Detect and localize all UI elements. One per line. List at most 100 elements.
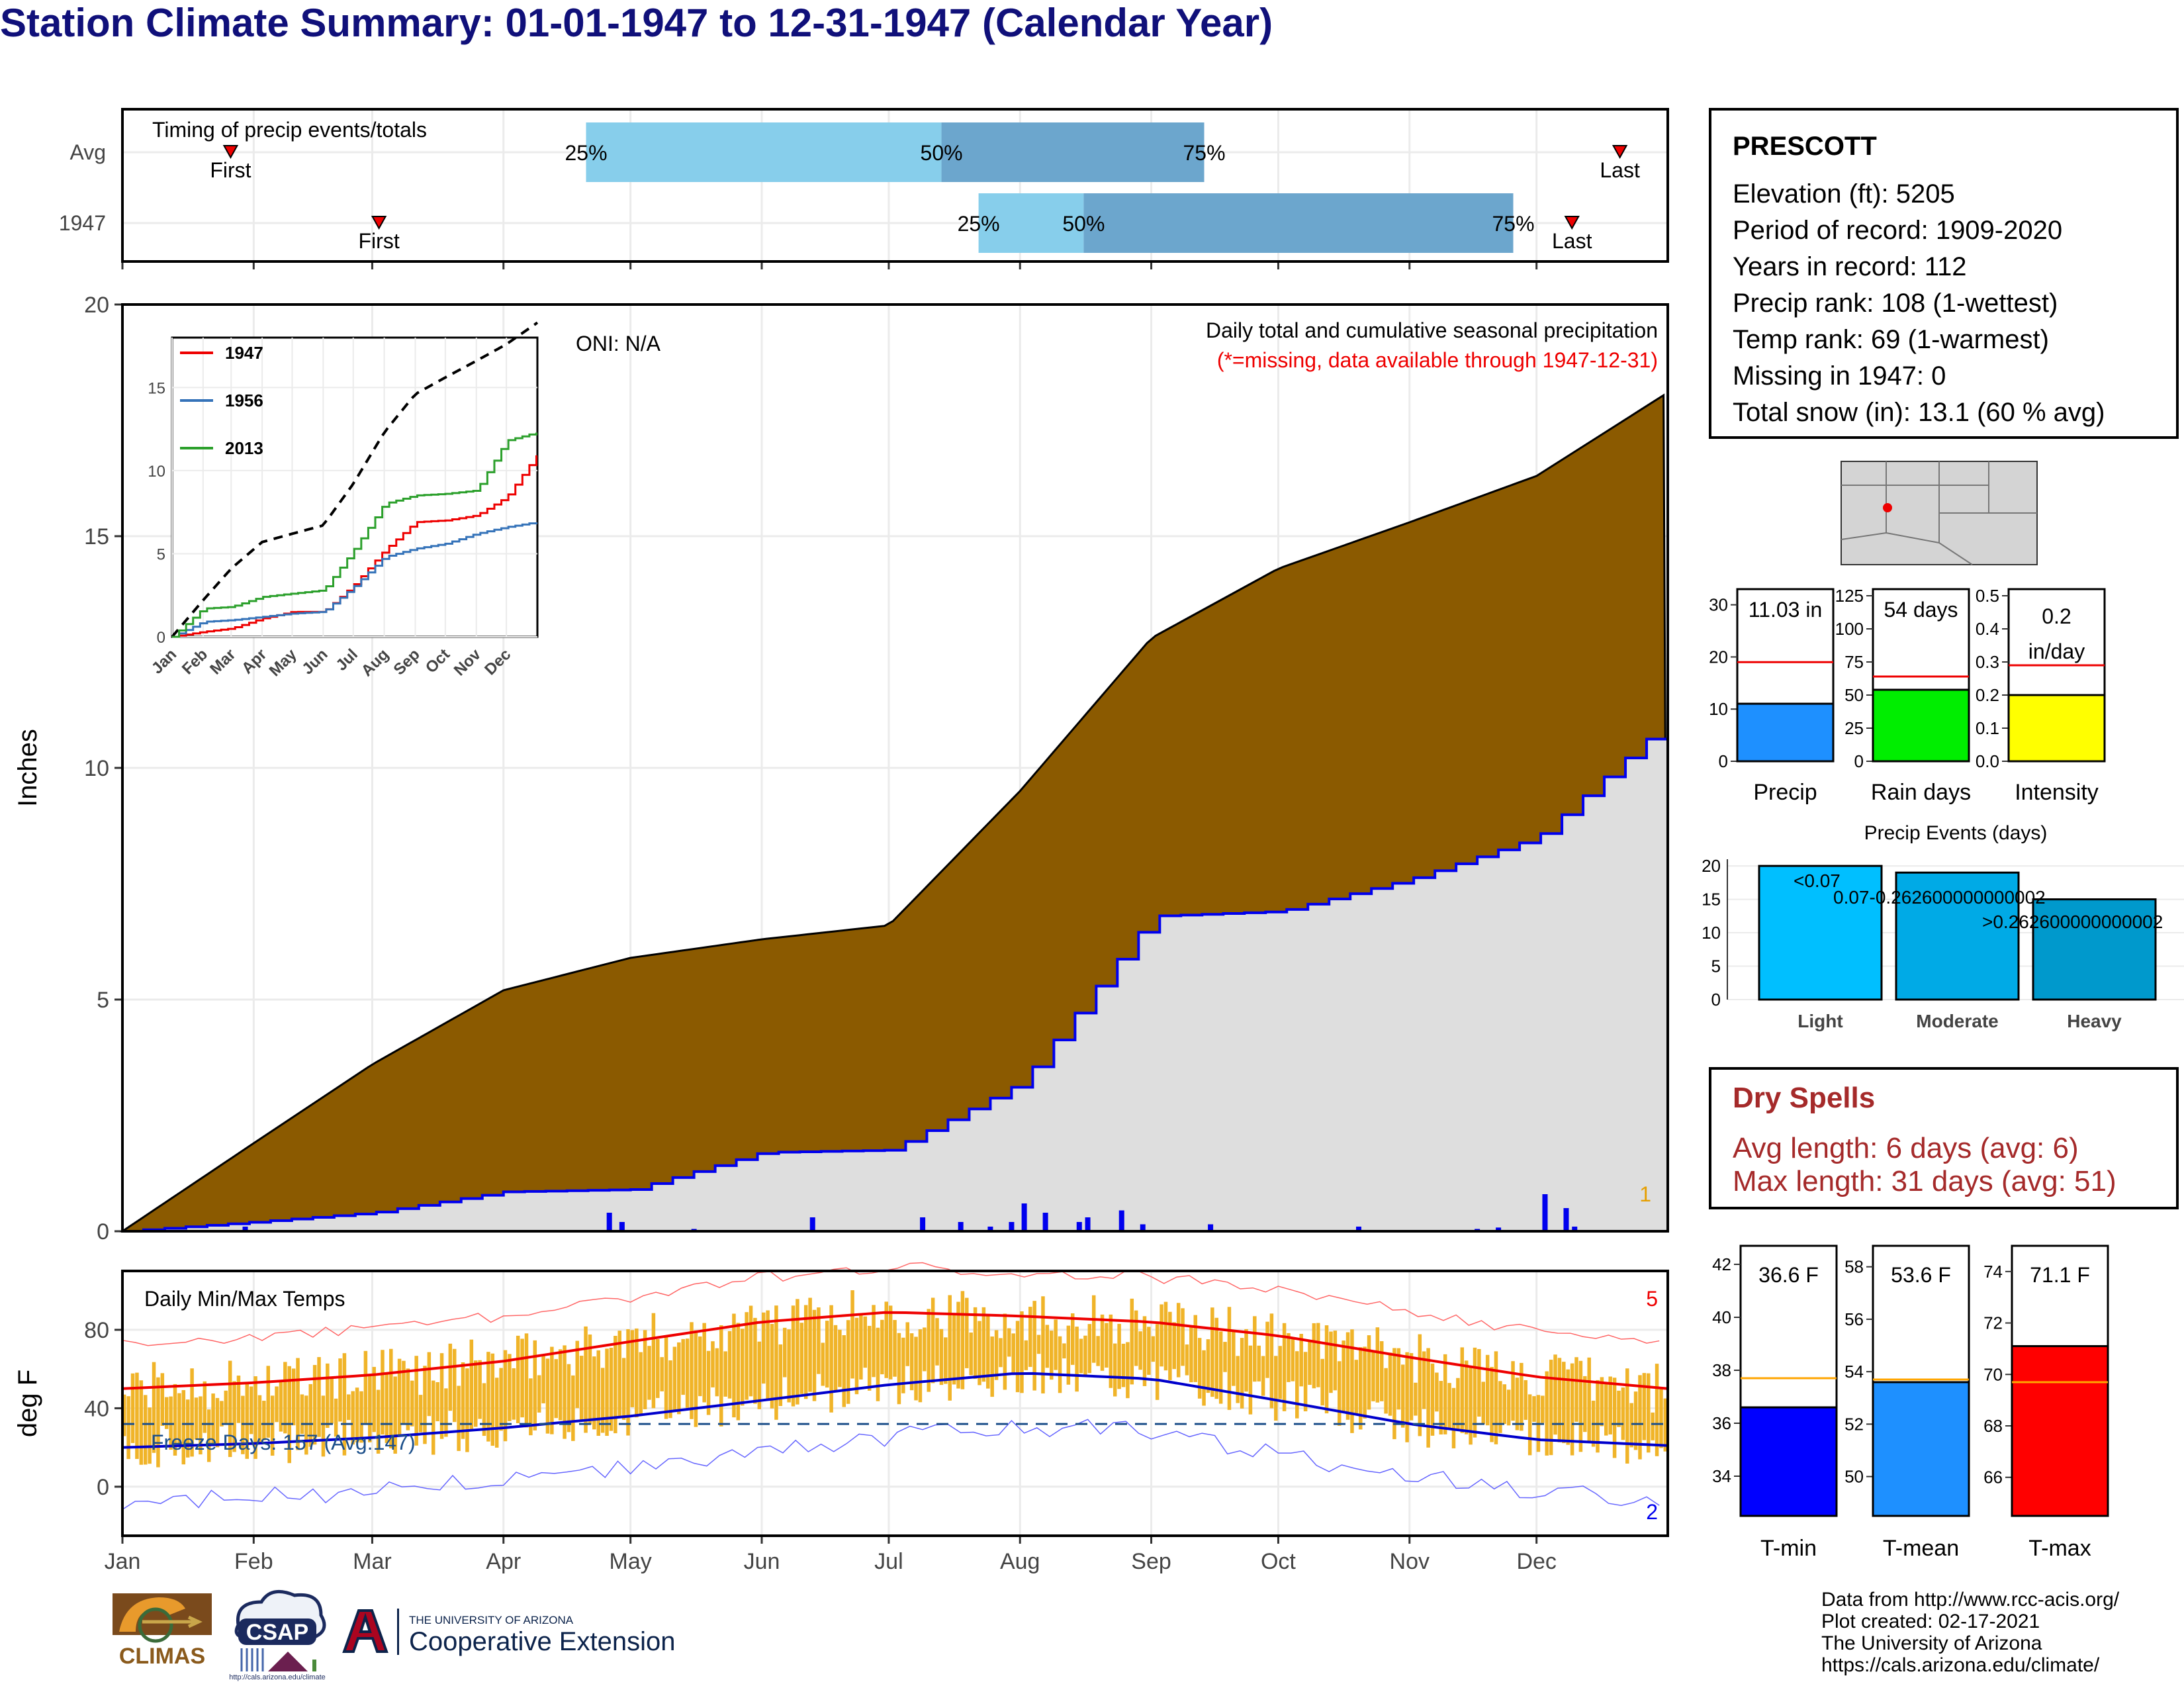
summary-bar-tick-label: 75 xyxy=(1844,652,1864,672)
events-range-label: 0.07-0.262600000000002 xyxy=(1833,887,2046,908)
daily-temp-bar xyxy=(1532,1396,1536,1422)
daily-temp-bar xyxy=(330,1378,334,1424)
summary-bar-name: Precip xyxy=(1753,780,1817,805)
daily-temp-bar xyxy=(1562,1362,1566,1444)
daily-temp-bar xyxy=(1091,1295,1096,1363)
daily-temp-bar xyxy=(1469,1365,1473,1445)
temp-bar-tick-label: 50 xyxy=(1844,1467,1864,1487)
precip-heading: Daily total and cumulative seasonal prec… xyxy=(1206,318,1658,342)
daily-temp-bar xyxy=(1498,1381,1502,1433)
daily-temp-bar xyxy=(1655,1364,1659,1456)
daily-temp-bar xyxy=(139,1380,144,1465)
daily-temp-bar xyxy=(796,1299,799,1405)
temp-bar-tick-label: 66 xyxy=(1983,1468,2003,1487)
month-label: Jun xyxy=(744,1549,780,1574)
daily-temp-bar xyxy=(1113,1343,1117,1397)
daily-temp-bar xyxy=(1363,1346,1367,1419)
summary-bar-tick-label: 0.5 xyxy=(1976,586,1999,606)
year-cumulative-area xyxy=(122,720,1668,1231)
inset-series-1956 xyxy=(172,522,537,638)
daily-temp-bar xyxy=(1075,1327,1079,1392)
daily-temp-bar xyxy=(435,1382,439,1422)
timing-last-marker xyxy=(1612,145,1628,160)
precip-rank: Precip rank: 108 (1-wettest) xyxy=(1733,289,2058,318)
daily-temp-bar xyxy=(1083,1335,1087,1375)
daily-temp-bar xyxy=(668,1360,672,1419)
inset-series-2013 xyxy=(172,432,537,638)
daily-temp-bar xyxy=(1117,1323,1121,1389)
daily-temp-bar xyxy=(1651,1412,1655,1440)
daily-temp-bar xyxy=(270,1395,275,1456)
daily-temp-bar xyxy=(533,1340,537,1430)
daily-temp-bar xyxy=(833,1325,838,1393)
daily-temp-bar xyxy=(660,1357,664,1391)
precip-summary-bars: 0 10 20 30 11.03 in Precip 0 25 50 75 100 125 54 day… xyxy=(1709,586,2106,805)
events-range-label: >0.262600000000002 xyxy=(1982,912,2163,932)
missing-note: (*=missing, data available through 1947-… xyxy=(1217,348,1658,372)
daily-temp-bar xyxy=(279,1381,283,1432)
daily-temp-bar xyxy=(1388,1352,1392,1416)
daily-temp-bar xyxy=(1193,1315,1198,1382)
daily-temp-bar xyxy=(1443,1354,1447,1434)
daily-temp-bar xyxy=(1520,1362,1524,1431)
timing-p75-label: 75% xyxy=(1492,212,1534,236)
daily-temp-bar xyxy=(363,1350,368,1423)
events-tick-label: 15 xyxy=(1702,890,1721,910)
summary-bar-tick-label: 10 xyxy=(1709,699,1728,719)
daily-temp-bar xyxy=(1054,1319,1058,1370)
daily-temp-bar xyxy=(355,1387,359,1443)
daily-precip-bar xyxy=(1563,1208,1569,1231)
daily-temp-bar xyxy=(605,1348,609,1436)
precip-ytick-label: 15 xyxy=(84,524,109,549)
daily-temp-bar xyxy=(457,1385,461,1451)
daily-temp-bar xyxy=(1549,1360,1553,1456)
footer-credits: Data from http://www.rcc-acis.org/ Plot … xyxy=(1821,1589,2119,1676)
daily-temp-bar xyxy=(1024,1340,1028,1370)
daily-temp-bar xyxy=(1126,1342,1130,1399)
daily-temp-bar xyxy=(1545,1371,1549,1456)
dry-max-length: Max length: 31 days (avg: 51) xyxy=(1733,1165,2116,1197)
daily-temp-bar xyxy=(782,1327,787,1378)
daily-temp-bar xyxy=(499,1368,503,1431)
daily-temp-bar xyxy=(266,1366,271,1438)
daily-temp-bar xyxy=(1282,1323,1287,1411)
daily-temp-bar xyxy=(1227,1307,1232,1410)
daily-temp-bar xyxy=(1375,1327,1380,1403)
daily-temp-bar xyxy=(1062,1343,1066,1359)
daily-temp-bar xyxy=(690,1322,694,1419)
daily-temp-bar xyxy=(1338,1361,1342,1426)
daily-temp-bar xyxy=(494,1378,499,1448)
daily-temp-bar xyxy=(1265,1321,1269,1378)
daily-temp-bar xyxy=(1096,1336,1100,1366)
daily-temp-bar xyxy=(194,1397,199,1440)
daily-temp-bar xyxy=(397,1358,402,1436)
month-label: May xyxy=(610,1549,652,1574)
summary-bar-0 xyxy=(1736,702,1835,763)
daily-temp-bar xyxy=(1316,1323,1320,1387)
daily-precip-bar xyxy=(1009,1222,1015,1231)
inset-legend-label: 2013 xyxy=(225,438,263,458)
daily-temp-bar xyxy=(381,1350,385,1435)
daily-temp-bar xyxy=(935,1318,939,1366)
daily-temp-bar xyxy=(774,1305,778,1420)
timing-p25-label: 25% xyxy=(958,212,1000,236)
daily-temp-bar xyxy=(994,1330,999,1380)
timing-q25-q50-bar xyxy=(586,122,942,182)
summary-bar-tick-label: 25 xyxy=(1844,718,1864,738)
daily-temp-bar xyxy=(1050,1331,1054,1380)
daily-temp-bar xyxy=(761,1312,766,1384)
daily-temp-bar xyxy=(1566,1369,1570,1445)
daily-temp-bar xyxy=(126,1396,130,1460)
daily-temp-bar xyxy=(685,1338,690,1408)
daily-temp-bar xyxy=(745,1312,749,1400)
daily-temp-bar xyxy=(944,1337,948,1384)
daily-temp-bar xyxy=(1430,1363,1435,1436)
daily-temp-bar xyxy=(888,1305,893,1380)
daily-temp-bar xyxy=(478,1360,482,1419)
daily-temp-bar xyxy=(1524,1380,1527,1420)
daily-precip-bar xyxy=(1140,1224,1146,1231)
daily-temp-bar xyxy=(1439,1381,1443,1435)
precip-ylabel: Inches xyxy=(13,729,42,807)
daily-temp-bar xyxy=(672,1346,677,1411)
daily-temp-bar xyxy=(965,1297,969,1368)
